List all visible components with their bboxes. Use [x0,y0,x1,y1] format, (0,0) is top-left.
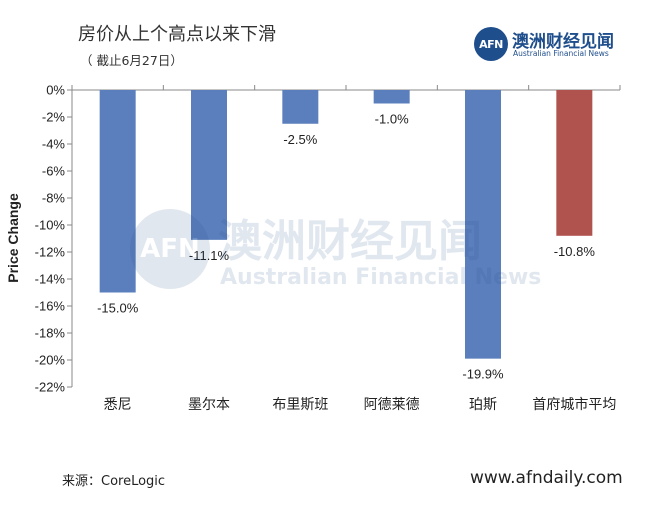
bar [282,90,319,124]
chart-title: 房价从上个高点以来下滑 [78,24,276,45]
bar [99,90,136,293]
y-tick-label: -6% [42,164,66,179]
afn-logo-name-cn: 澳洲财经见闻 [512,32,614,52]
y-tick-label: -22% [35,380,66,395]
afn-logo: AFN 澳洲财经见闻 Australian Financial News [474,27,624,61]
data-label: -2.5% [283,132,317,147]
y-tick-label: -4% [42,137,66,152]
y-tick-label: -10% [35,218,66,233]
data-label: -10.8% [554,244,596,259]
x-tick-label: 阿德莱德 [364,397,420,413]
bar [465,90,501,359]
afn-logo-name-en: Australian Financial News [513,49,609,58]
bar [191,90,227,240]
y-tick-label: -20% [35,353,66,368]
data-label: -19.9% [462,367,504,382]
y-tick-label: -18% [35,326,66,341]
data-label: -1.0% [375,112,409,127]
bar-layer [99,90,593,359]
y-tick-label: -12% [35,245,66,260]
afn-logo-mark: AFN [474,27,508,61]
y-tick-label: -8% [42,191,66,206]
data-label: -15.0% [97,301,139,316]
x-tick-label: 首府城市平均 [532,396,616,413]
bar [373,90,410,104]
chart-subtitle: （ 截止6月27日） [80,53,183,68]
y-tick-label: -14% [35,272,66,287]
label-layer: -15.0% 悉尼 -11.1% 墨尔本 -2.5% 布里斯班 -1.0% 阿德莱德 -19.9… [97,112,616,414]
data-label: -11.1% [189,248,230,263]
y-tick-label: -16% [35,299,66,314]
website-url: www.afndaily.com [470,468,623,488]
y-tick-label: -2% [42,110,66,125]
axis-layer: 0% -2% -4% -6% -8% -10% -12% -14% -16% -18% -20% -2… [35,83,621,395]
x-tick-label: 布里斯班 [272,397,328,413]
y-axis-label: Price Change [5,193,21,283]
x-tick-label: 珀斯 [469,397,497,413]
y-tick-label: 0% [46,83,65,98]
x-tick-label: 悉尼 [104,397,132,413]
x-tick-label: 墨尔本 [188,397,230,413]
bar [556,90,593,236]
data-source: 来源：CoreLogic [62,474,166,489]
